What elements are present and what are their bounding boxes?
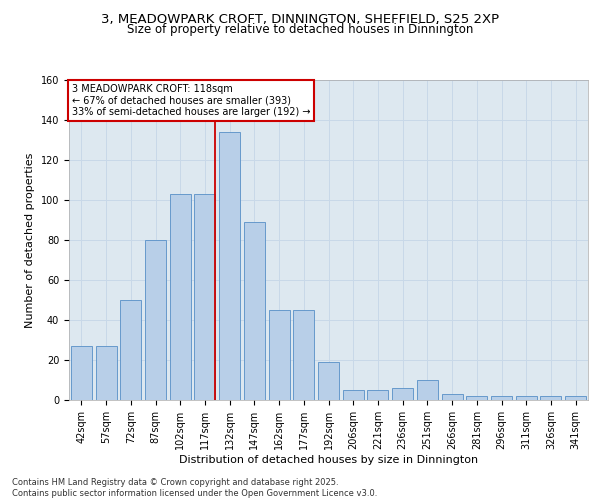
Bar [145,240,166,400]
Bar [417,380,438,400]
Text: 3, MEADOWPARK CROFT, DINNINGTON, SHEFFIELD, S25 2XP: 3, MEADOWPARK CROFT, DINNINGTON, SHEFFIE… [101,12,499,26]
Text: 3 MEADOWPARK CROFT: 118sqm
← 67% of detached houses are smaller (393)
33% of sem: 3 MEADOWPARK CROFT: 118sqm ← 67% of deta… [72,84,310,117]
Bar [565,396,586,400]
Bar [244,222,265,400]
Bar [442,394,463,400]
Bar [120,300,141,400]
Bar [95,346,116,400]
Bar [269,310,290,400]
Bar [71,346,92,400]
Y-axis label: Number of detached properties: Number of detached properties [25,152,35,328]
Bar [170,194,191,400]
Bar [318,362,339,400]
Bar [343,390,364,400]
Bar [293,310,314,400]
Bar [367,390,388,400]
Bar [491,396,512,400]
Bar [541,396,562,400]
Bar [392,388,413,400]
Bar [219,132,240,400]
Text: Contains HM Land Registry data © Crown copyright and database right 2025.
Contai: Contains HM Land Registry data © Crown c… [12,478,377,498]
X-axis label: Distribution of detached houses by size in Dinnington: Distribution of detached houses by size … [179,454,478,464]
Text: Size of property relative to detached houses in Dinnington: Size of property relative to detached ho… [127,22,473,36]
Bar [194,194,215,400]
Bar [466,396,487,400]
Bar [516,396,537,400]
